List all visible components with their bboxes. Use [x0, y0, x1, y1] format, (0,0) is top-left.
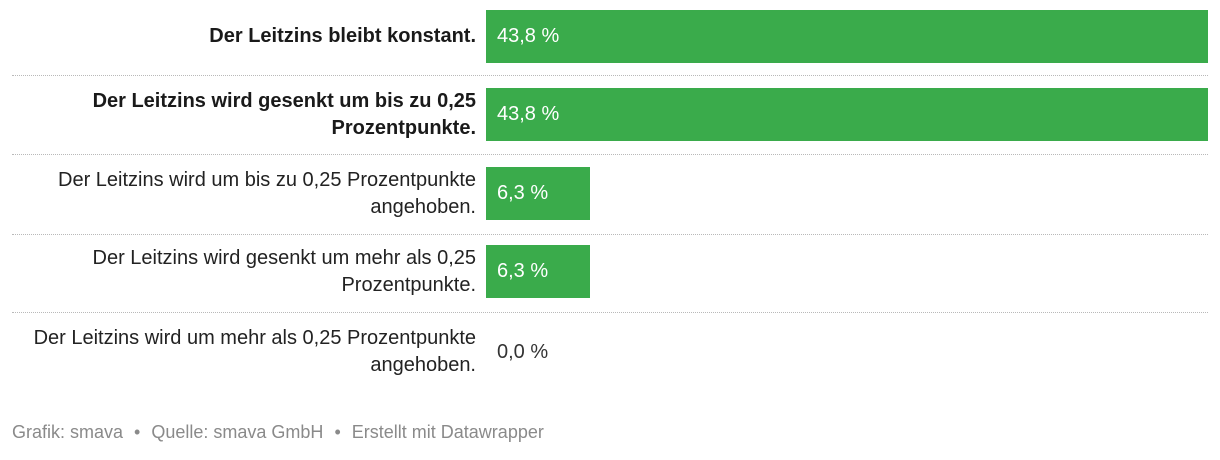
bar	[486, 88, 1208, 141]
bar-track: 6,3 %	[486, 167, 1208, 220]
chart-footer: Grafik: smava • Quelle: smava GmbH • Ers…	[12, 422, 544, 443]
credit-text: Grafik: smava	[12, 422, 124, 442]
value-label: 6,3 %	[497, 182, 549, 204]
chart-row: Der Leitzins bleibt konstant. 43,8 %	[12, 10, 1208, 63]
row-divider	[12, 154, 1208, 155]
bar	[486, 10, 1208, 63]
value-label: 0,0 %	[497, 340, 549, 363]
chart-row: Der Leitzins wird gesenkt um mehr als 0,…	[12, 245, 1208, 298]
chart-row: Der Leitzins wird gesenkt um bis zu 0,25…	[12, 88, 1208, 141]
category-label: Der Leitzins bleibt konstant.	[209, 25, 476, 47]
bar-chart: Der Leitzins bleibt konstant. 43,8 % Der…	[12, 10, 1208, 381]
row-divider	[12, 312, 1208, 313]
chart-row: Der Leitzins wird um bis zu 0,25 Prozent…	[12, 167, 1208, 220]
category-label: Der Leitzins wird gesenkt um bis zu 0,25…	[92, 89, 476, 139]
category-label: Der Leitzins wird um mehr als 0,25 Proze…	[33, 327, 476, 376]
bar	[486, 245, 590, 298]
bar-track: 0,0 %	[486, 323, 1208, 381]
chart-row: Der Leitzins wird um mehr als 0,25 Proze…	[12, 323, 1208, 381]
separator-dot: •	[134, 422, 141, 442]
bar-track: 43,8 %	[486, 88, 1208, 141]
tool-credit: Erstellt mit Datawrapper	[351, 422, 544, 442]
separator-dot: •	[334, 422, 341, 442]
row-divider	[12, 75, 1208, 76]
bar	[486, 167, 590, 220]
value-label: 43,8 %	[497, 25, 560, 47]
bar-track: 6,3 %	[486, 245, 1208, 298]
source-text: Quelle: smava GmbH	[151, 422, 324, 442]
category-label: Der Leitzins wird um bis zu 0,25 Prozent…	[58, 168, 476, 218]
category-label: Der Leitzins wird gesenkt um mehr als 0,…	[92, 246, 477, 296]
value-label: 6,3 %	[497, 260, 549, 282]
row-divider	[12, 234, 1208, 235]
bar-track: 43,8 %	[486, 10, 1208, 63]
value-label: 43,8 %	[497, 103, 560, 125]
